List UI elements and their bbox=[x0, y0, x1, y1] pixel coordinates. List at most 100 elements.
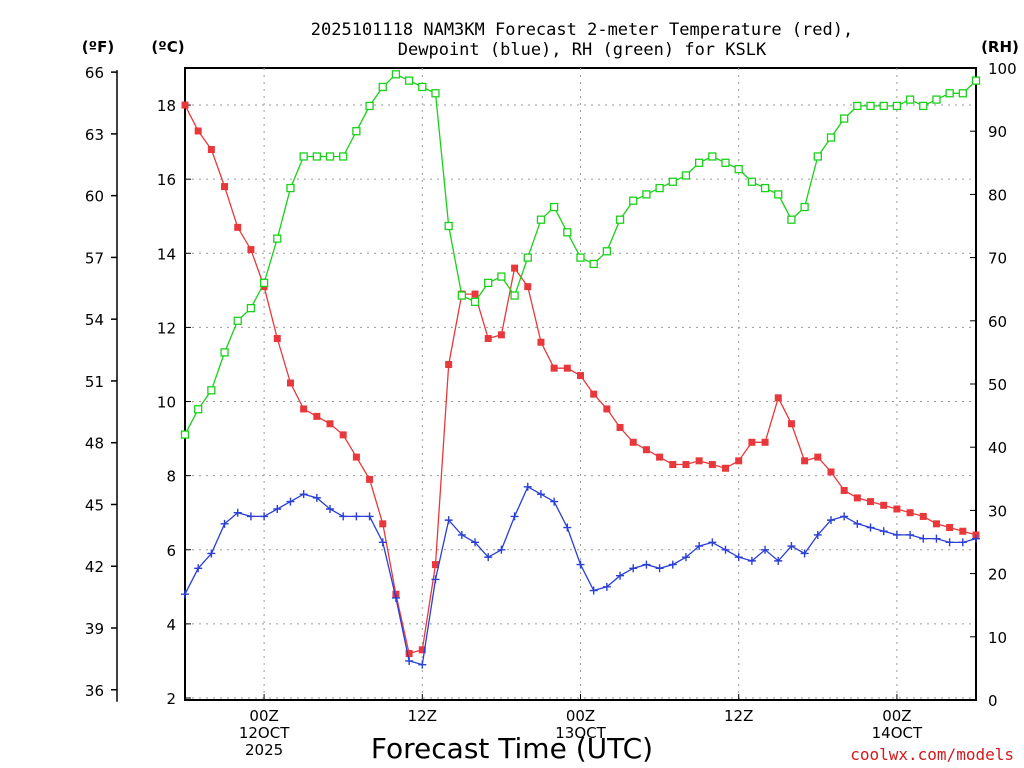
fahrenheit-tick-label: 36 bbox=[85, 682, 104, 700]
data-point bbox=[312, 493, 321, 502]
data-point bbox=[207, 146, 215, 154]
fahrenheit-tick-label: 63 bbox=[85, 126, 104, 144]
data-point bbox=[405, 650, 413, 658]
data-point bbox=[958, 89, 967, 98]
data-point bbox=[563, 523, 572, 532]
data-point bbox=[378, 82, 387, 92]
data-point bbox=[510, 291, 519, 300]
data-point bbox=[892, 530, 901, 539]
rh-tick-label: 70 bbox=[988, 250, 1007, 268]
data-point bbox=[352, 512, 361, 521]
data-point bbox=[734, 164, 743, 174]
data-point bbox=[260, 512, 269, 521]
data-point bbox=[853, 519, 862, 528]
data-point bbox=[537, 338, 545, 346]
data-point bbox=[181, 590, 189, 599]
data-point bbox=[959, 527, 967, 535]
data-point bbox=[404, 76, 414, 85]
data-point bbox=[471, 290, 479, 298]
data-point bbox=[273, 234, 282, 243]
data-point bbox=[523, 253, 532, 262]
x-tick-label: 14OCT bbox=[872, 724, 923, 742]
data-point bbox=[761, 438, 769, 446]
data-point bbox=[233, 316, 242, 325]
data-point bbox=[536, 490, 545, 499]
data-point bbox=[339, 152, 348, 161]
data-point bbox=[668, 177, 677, 186]
data-point bbox=[853, 494, 861, 502]
x-axis-title: Forecast Time (UTC) bbox=[371, 732, 653, 765]
data-point bbox=[379, 520, 387, 528]
celsius-tick-label: 4 bbox=[166, 616, 176, 634]
data-point bbox=[589, 586, 598, 595]
grid-lines bbox=[185, 68, 976, 700]
data-point bbox=[246, 512, 255, 521]
celsius-tick-label: 18 bbox=[157, 97, 176, 115]
series-rh bbox=[180, 70, 981, 439]
data-point bbox=[365, 512, 374, 521]
data-point bbox=[431, 89, 440, 98]
data-point bbox=[800, 549, 809, 558]
data-point bbox=[391, 593, 400, 602]
data-point bbox=[880, 501, 888, 509]
rh-tick-label: 20 bbox=[988, 566, 1007, 584]
fahrenheit-tick-label: 39 bbox=[85, 620, 104, 638]
data-point bbox=[814, 453, 822, 461]
data-point bbox=[431, 575, 440, 584]
data-point bbox=[524, 283, 532, 291]
data-point bbox=[681, 171, 691, 180]
data-point bbox=[457, 530, 466, 539]
data-point bbox=[339, 512, 348, 521]
data-point bbox=[800, 202, 809, 212]
chart-title-line-1: 2025101118 NAM3KM Forecast 2-meter Tempe… bbox=[311, 20, 853, 40]
chart-title-line-2: Dewpoint (blue), RH (green) for KSLK bbox=[398, 40, 767, 60]
data-point bbox=[840, 512, 849, 521]
data-point bbox=[892, 101, 902, 111]
data-point bbox=[180, 430, 190, 439]
data-point bbox=[760, 183, 770, 193]
rh-tick-label: 40 bbox=[988, 439, 1007, 457]
fahrenheit-tick-label: 45 bbox=[85, 496, 104, 514]
data-point bbox=[695, 158, 704, 167]
data-point bbox=[616, 571, 625, 580]
data-point bbox=[629, 564, 638, 573]
data-point bbox=[444, 221, 453, 231]
data-point bbox=[549, 202, 559, 212]
data-point bbox=[747, 177, 757, 186]
data-point bbox=[813, 152, 822, 161]
data-point bbox=[326, 420, 334, 428]
data-point bbox=[879, 101, 888, 111]
data-point bbox=[761, 545, 770, 554]
data-point bbox=[932, 534, 941, 543]
data-point bbox=[826, 133, 836, 142]
axes: 2 4 6 8 10 12 14 16 18 36 39 42 45 48 51 54 57 60 63 66 0 10 2… bbox=[85, 60, 1017, 759]
data-point bbox=[668, 560, 677, 569]
data-point bbox=[457, 291, 467, 300]
fahrenheit-tick-label: 48 bbox=[85, 435, 104, 453]
data-point bbox=[669, 461, 677, 469]
fahrenheit-unit-label: (ºF) bbox=[82, 38, 114, 56]
data-point bbox=[603, 405, 611, 413]
data-point bbox=[840, 114, 849, 123]
fahrenheit-tick-label: 57 bbox=[85, 249, 104, 267]
data-point bbox=[207, 386, 216, 395]
x-tick-label: 00Z bbox=[882, 707, 911, 725]
data-point bbox=[510, 512, 519, 521]
data-point bbox=[484, 278, 493, 288]
rh-tick-label: 30 bbox=[988, 502, 1007, 520]
data-point bbox=[259, 278, 269, 288]
data-point bbox=[405, 656, 414, 665]
fahrenheit-tick-label: 66 bbox=[85, 64, 104, 82]
data-point bbox=[299, 152, 308, 161]
data-point bbox=[563, 228, 572, 237]
celsius-tick-label: 6 bbox=[166, 542, 176, 560]
data-point bbox=[932, 520, 940, 528]
data-point bbox=[273, 505, 282, 513]
data-point bbox=[497, 545, 506, 554]
data-point bbox=[194, 405, 203, 414]
data-point bbox=[866, 523, 875, 532]
rh-unit-label: (RH) bbox=[981, 38, 1019, 56]
data-point bbox=[590, 390, 598, 398]
data-point bbox=[312, 152, 321, 161]
data-point bbox=[879, 527, 888, 536]
